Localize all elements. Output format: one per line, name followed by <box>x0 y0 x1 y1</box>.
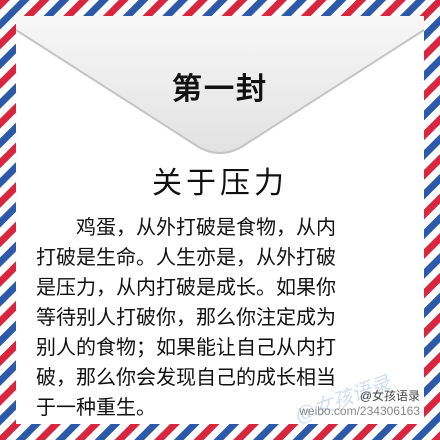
account-name: @女孩语录 <box>359 389 420 403</box>
weibo-credit: @女孩语录 weibo.com/234306163 <box>299 387 420 418</box>
body-line: 打破是生命。人生亦是，从外打破 <box>36 245 336 269</box>
letter-card: 第一封 关于压力 鸡蛋，从外打破是食物，从内 打破是生命。人生亦是，从外打破 是… <box>16 16 424 424</box>
letter-body: 鸡蛋，从外打破是食物，从内 打破是生命。人生亦是，从外打破 是压力，从内打破是成… <box>36 212 402 422</box>
letter-number: 第一封 <box>172 72 268 107</box>
envelope-flap-icon <box>16 16 424 154</box>
letter-title: 关于压力 <box>152 166 288 201</box>
body-line: 等待别人打破你，那么你注定成为 <box>36 305 336 329</box>
body-line: 破，那么你会发现自己的成长相当 <box>36 365 336 389</box>
weibo-url: weibo.com/234306163 <box>299 404 420 418</box>
body-line: 别人的食物；如果能让自己从内打 <box>36 335 336 359</box>
body-line: 于一种重生。 <box>36 395 156 419</box>
body-line: 是压力，从内打破是成长。如果你 <box>36 275 336 299</box>
body-line: 鸡蛋，从外打破是食物，从内 <box>76 215 336 239</box>
